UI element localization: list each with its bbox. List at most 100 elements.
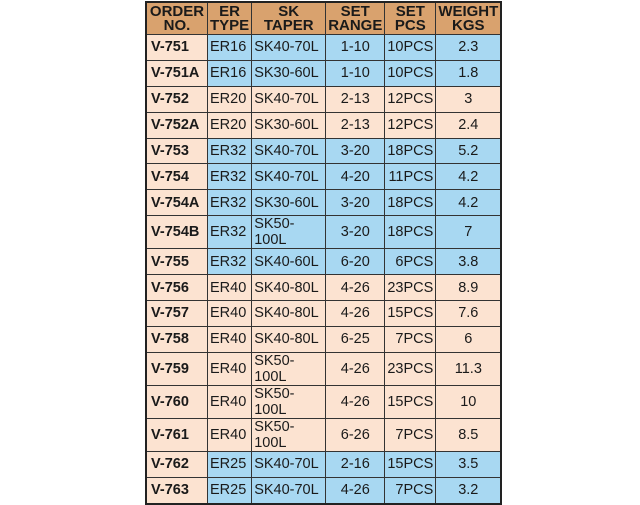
header-line: TYPE — [210, 16, 250, 34]
cell-order: V-762 — [145, 450, 208, 478]
cell-pcs: 10PCS — [384, 34, 437, 61]
table-row: V-752 ER20 SK40-70L 2-13 12PCS 3 — [145, 85, 502, 113]
header-weight-kgs: WEIGHT KGS — [435, 1, 502, 35]
cell-order: V-759 — [145, 351, 208, 386]
cell-range: 2-13 — [325, 111, 386, 139]
cell-range: 2-13 — [325, 85, 386, 113]
cell-order: V-752A — [145, 111, 208, 139]
cell-kgs: 10 — [435, 384, 502, 419]
cell-range: 1-10 — [325, 34, 386, 61]
header-line: PCS — [394, 16, 426, 34]
cell-order: V-756 — [145, 274, 208, 302]
cell-er: ER32 — [206, 163, 253, 191]
cell-sk: SK40-80L — [251, 300, 327, 327]
header-line: ER — [219, 2, 241, 20]
cell-er: ER40 — [206, 384, 253, 419]
cell-er: ER40 — [206, 274, 253, 302]
table-row: V-757 ER40 SK40-80L 4-26 15PCS 7.6 — [145, 300, 502, 327]
cell-er: ER32 — [206, 137, 253, 165]
cell-range: 4-26 — [325, 300, 386, 327]
cell-sk: SK50-100L — [251, 215, 327, 250]
cell-pcs: 7PCS — [384, 325, 437, 353]
spec-table: ORDER NO. ER TYPE SK TAPER SET RANGE SET PCS WEIGH… — [145, 1, 503, 505]
cell-kgs: 4.2 — [435, 163, 502, 191]
cell-range: 4-26 — [325, 274, 386, 302]
cell-sk: SK40-70L — [251, 85, 327, 113]
cell-er: ER25 — [206, 450, 253, 478]
cell-range: 3-20 — [325, 189, 386, 217]
header-line: SK — [278, 2, 300, 20]
cell-er: ER40 — [206, 300, 253, 327]
cell-er: ER32 — [206, 215, 253, 250]
cell-range: 1-10 — [325, 59, 386, 87]
table-row: V-754A ER32 SK30-60L 3-20 18PCS 4.2 — [145, 189, 502, 217]
cell-kgs: 7 — [435, 215, 502, 250]
cell-sk: SK40-70L — [251, 137, 327, 165]
table-row: V-759 ER40 SK50-100L 4-26 23PCS 11.3 — [145, 351, 502, 386]
table-row: V-762 ER25 SK40-70L 2-16 15PCS 3.5 — [145, 450, 502, 478]
cell-kgs: 8.5 — [435, 417, 502, 452]
header-line: TAPER — [263, 16, 314, 34]
cell-order: V-757 — [145, 300, 208, 327]
cell-kgs: 6 — [435, 325, 502, 353]
cell-order: V-751 — [145, 34, 208, 61]
cell-sk: SK50-100L — [251, 384, 327, 419]
cell-range: 6-20 — [325, 248, 386, 276]
header-line: SET — [395, 2, 425, 20]
cell-sk: SK50-100L — [251, 417, 327, 452]
cell-er: ER32 — [206, 248, 253, 276]
cell-sk: SK40-70L — [251, 450, 327, 478]
table-row: V-758 ER40 SK40-80L 6-25 7PCS 6 — [145, 325, 502, 353]
cell-pcs: 18PCS — [384, 215, 437, 250]
cell-pcs: 15PCS — [384, 300, 437, 327]
cell-pcs: 7PCS — [384, 417, 437, 452]
header-line: KGS — [452, 16, 485, 34]
table-row: V-760 ER40 SK50-100L 4-26 15PCS 10 — [145, 384, 502, 419]
cell-kgs: 3 — [435, 85, 502, 113]
cell-sk: SK30-60L — [251, 189, 327, 217]
header-line: NO. — [163, 16, 191, 34]
cell-pcs: 10PCS — [384, 59, 437, 87]
table-row: V-763 ER25 SK40-70L 4-26 7PCS 3.2 — [145, 476, 502, 505]
cell-kgs: 3.5 — [435, 450, 502, 478]
cell-kgs: 1.8 — [435, 59, 502, 87]
cell-er: ER16 — [206, 34, 253, 61]
cell-er: ER40 — [206, 417, 253, 452]
header-set-range: SET RANGE — [325, 1, 386, 35]
cell-range: 3-20 — [325, 137, 386, 165]
cell-order: V-758 — [145, 325, 208, 353]
cell-range: 4-26 — [325, 384, 386, 419]
cell-order: V-753 — [145, 137, 208, 165]
cell-order: V-760 — [145, 384, 208, 419]
cell-kgs: 4.2 — [435, 189, 502, 217]
cell-range: 3-20 — [325, 215, 386, 250]
cell-sk: SK50-100L — [251, 351, 327, 386]
cell-pcs: 6PCS — [384, 248, 437, 276]
cell-range: 6-26 — [325, 417, 386, 452]
header-row: ORDER NO. ER TYPE SK TAPER SET RANGE SET PCS WEIGH… — [145, 1, 502, 35]
header-order-no: ORDER NO. — [145, 1, 208, 35]
table-row: V-753 ER32 SK40-70L 3-20 18PCS 5.2 — [145, 137, 502, 165]
table-row: V-761 ER40 SK50-100L 6-26 7PCS 8.5 — [145, 417, 502, 452]
cell-pcs: 12PCS — [384, 111, 437, 139]
cell-range: 4-26 — [325, 351, 386, 386]
cell-order: V-754A — [145, 189, 208, 217]
cell-er: ER25 — [206, 476, 253, 505]
cell-kgs: 2.3 — [435, 34, 502, 61]
cell-sk: SK40-80L — [251, 325, 327, 353]
cell-pcs: 18PCS — [384, 189, 437, 217]
cell-range: 2-16 — [325, 450, 386, 478]
cell-pcs: 7PCS — [384, 476, 437, 505]
cell-order: V-754B — [145, 215, 208, 250]
header-er-type: ER TYPE — [206, 1, 253, 35]
cell-pcs: 15PCS — [384, 450, 437, 478]
header-line: SET — [340, 2, 370, 20]
header-line: WEIGHT — [438, 2, 499, 20]
cell-pcs: 15PCS — [384, 384, 437, 419]
cell-sk: SK30-60L — [251, 111, 327, 139]
cell-kgs: 3.8 — [435, 248, 502, 276]
cell-er: ER16 — [206, 59, 253, 87]
table-row: V-752A ER20 SK30-60L 2-13 12PCS 2.4 — [145, 111, 502, 139]
cell-er: ER20 — [206, 85, 253, 113]
cell-pcs: 11PCS — [384, 163, 437, 191]
